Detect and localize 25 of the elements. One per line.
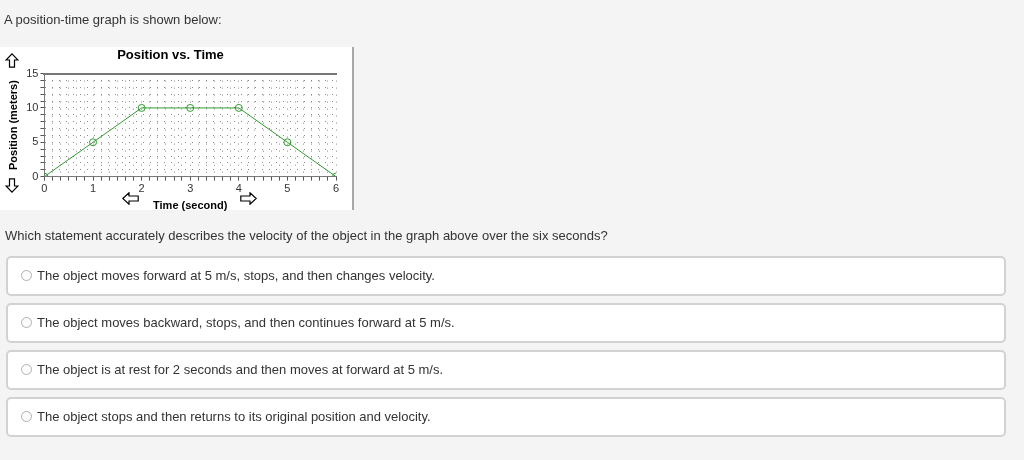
answer-box: The object stops and then returns to its original position and velocity. <box>6 397 1006 437</box>
x-tick-label: 2 <box>138 182 145 195</box>
point <box>89 138 98 147</box>
x-tick-label: 3 <box>187 182 194 195</box>
x-tick-label: 6 <box>332 182 340 195</box>
point <box>186 103 195 112</box>
y-axis-title: Position (meters) <box>6 79 19 171</box>
chart-title: Position vs. Time <box>117 47 224 63</box>
x-tick-label: 5 <box>284 182 291 195</box>
x-axis-title: Time (second) <box>153 199 228 212</box>
y-tick-label: 0 <box>32 169 39 182</box>
x-tick-label: 0 <box>41 182 48 195</box>
point <box>137 103 146 112</box>
answer-box: The object moves backward, stops, and then continues forward at 5 m/s. <box>6 303 1006 343</box>
text: A position-time graph is shown below: <box>4 12 222 28</box>
point <box>283 138 292 147</box>
x-tick-label: 1 <box>89 182 97 195</box>
y-tick-label: 5 <box>32 135 39 148</box>
y-tick-label: 10 <box>26 100 39 113</box>
answer-box: The object is at rest for 2 seconds and then moves at forward at 5 m/s. <box>6 350 1006 390</box>
y-tick-label: 15 <box>26 66 39 79</box>
point <box>234 103 243 112</box>
text: Which statement accurately describes the velocity of the object in the graph above over the six seconds? <box>5 228 608 244</box>
answer-box: The object moves forward at 5 m/s, stops, and then changes velocity. <box>6 256 1006 296</box>
x-tick-label: 4 <box>235 182 242 195</box>
